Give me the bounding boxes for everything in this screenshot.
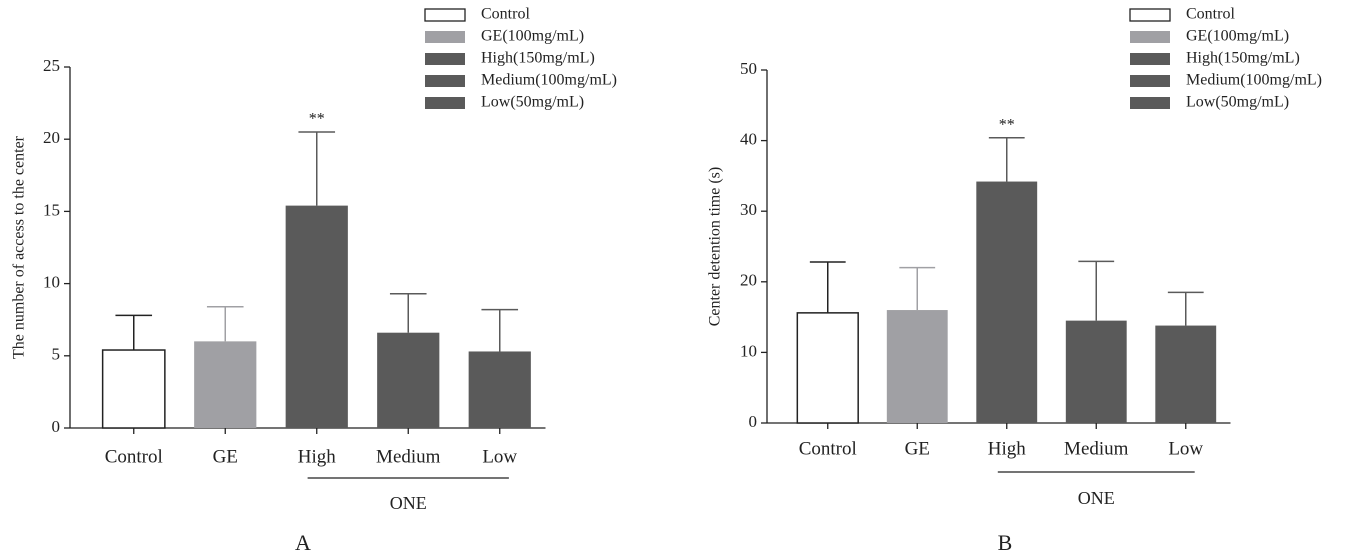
y-tick-label: 0 (52, 417, 61, 436)
legend-swatch (1129, 8, 1171, 22)
legend-swatch (1130, 53, 1170, 65)
y-tick-label: 50 (740, 59, 757, 78)
legend-label: GE(100mg/mL) (1186, 28, 1289, 45)
x-tick-label: Control (799, 438, 857, 459)
legend-swatch (424, 8, 466, 22)
group-label: ONE (390, 493, 427, 513)
legend-label: Medium(100mg/mL) (1186, 72, 1322, 89)
legend-label: Control (1186, 6, 1235, 23)
bar (101, 349, 166, 429)
legend-label: Low(50mg/mL) (481, 94, 584, 111)
bar (285, 205, 348, 428)
bar (976, 181, 1038, 423)
y-tick-label: 15 (43, 200, 60, 219)
panel-label: B (998, 530, 1013, 555)
legend-swatch (1130, 97, 1170, 109)
y-tick-label: 40 (740, 130, 757, 149)
x-tick-label: Control (105, 446, 163, 467)
y-tick-label: 30 (740, 200, 757, 219)
bar (796, 312, 859, 424)
legend-label: High(150mg/mL) (481, 50, 595, 67)
bar (194, 341, 257, 428)
y-tick-label: 20 (43, 128, 60, 147)
y-tick-label: 0 (749, 412, 758, 431)
y-tick-label: 10 (740, 341, 757, 360)
legend-swatch (425, 75, 465, 87)
legend-label: Low(50mg/mL) (1186, 94, 1289, 111)
bar (886, 310, 948, 423)
bar (468, 351, 531, 428)
legend-swatch (425, 31, 465, 43)
x-tick-label: Low (1168, 438, 1203, 459)
x-tick-label: Medium (1064, 438, 1129, 459)
legend-swatch (425, 53, 465, 65)
y-tick-label: 10 (43, 273, 60, 292)
legend-swatch (1130, 75, 1170, 87)
y-axis-label: Center detention time (s) (707, 167, 724, 327)
annotation: ** (999, 116, 1015, 133)
bar (377, 332, 440, 428)
annotation: ** (309, 111, 325, 128)
y-tick-label: 25 (43, 56, 60, 75)
x-tick-label: GE (905, 438, 930, 459)
y-tick-label: 20 (740, 271, 757, 290)
x-tick-label: Low (482, 446, 517, 467)
legend-label: Control (481, 6, 530, 23)
legend-label: High(150mg/mL) (1186, 50, 1300, 67)
x-tick-label: High (298, 446, 337, 467)
x-tick-label: Medium (376, 446, 441, 467)
legend-swatch (1130, 31, 1170, 43)
y-tick-label: 5 (52, 345, 61, 364)
legend-label: GE(100mg/mL) (481, 28, 584, 45)
bar (1155, 325, 1217, 423)
x-tick-label: GE (213, 446, 238, 467)
y-axis-label: The number of access to the center (11, 135, 28, 359)
panel-label: A (295, 530, 311, 555)
legend-swatch (425, 97, 465, 109)
group-label: ONE (1078, 488, 1115, 508)
x-tick-label: High (988, 438, 1027, 459)
legend-label: Medium(100mg/mL) (481, 72, 617, 89)
bar (1065, 320, 1127, 423)
